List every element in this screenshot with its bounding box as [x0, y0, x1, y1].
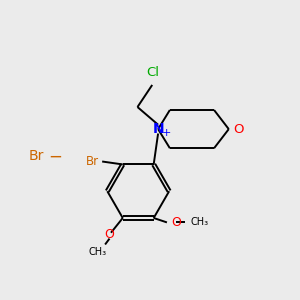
- Text: Br: Br: [86, 155, 99, 168]
- Text: O: O: [233, 123, 244, 136]
- Text: CH₃: CH₃: [89, 247, 107, 257]
- Text: O: O: [171, 216, 181, 229]
- Text: O: O: [105, 228, 115, 241]
- Text: Cl: Cl: [146, 66, 159, 79]
- Text: +: +: [162, 128, 171, 138]
- Text: N: N: [152, 122, 164, 136]
- Text: −: −: [48, 148, 62, 166]
- Text: CH₃: CH₃: [190, 218, 208, 227]
- Text: Br: Br: [28, 149, 44, 163]
